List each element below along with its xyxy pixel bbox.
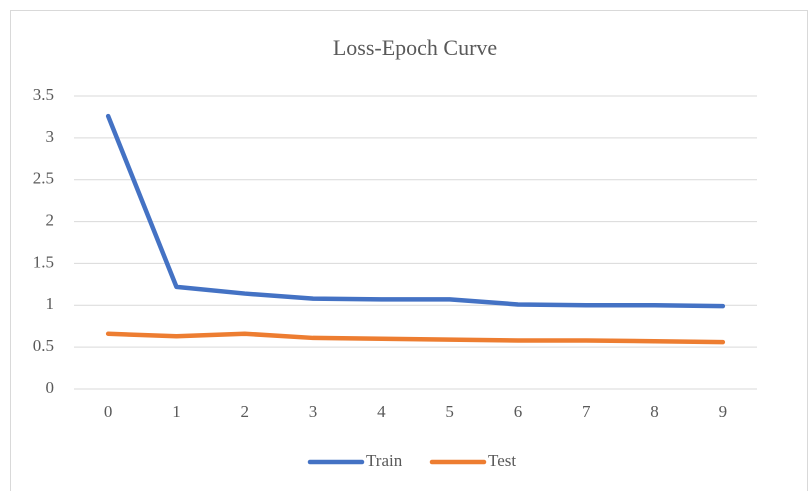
y-tick-label: 3.5 — [33, 85, 54, 104]
y-tick-label: 3 — [46, 127, 55, 146]
y-tick-label: 1.5 — [33, 252, 54, 271]
legend-label: Train — [366, 451, 403, 470]
chart-title: Loss-Epoch Curve — [333, 35, 497, 60]
x-tick-label: 9 — [719, 402, 728, 421]
x-tick-label: 1 — [172, 402, 181, 421]
chart-frame — [10, 10, 808, 491]
y-tick-label: 0.5 — [33, 336, 54, 355]
x-tick-label: 6 — [514, 402, 523, 421]
x-tick-label: 7 — [582, 402, 591, 421]
legend-label: Test — [488, 451, 516, 470]
x-tick-label: 2 — [241, 402, 250, 421]
x-tick-label: 8 — [650, 402, 659, 421]
x-tick-label: 0 — [104, 402, 113, 421]
y-tick-label: 1 — [46, 294, 55, 313]
x-tick-label: 5 — [445, 402, 454, 421]
series-line — [105, 331, 726, 345]
x-tick-label: 4 — [377, 402, 386, 421]
y-tick-label: 2 — [46, 210, 55, 229]
series-line — [105, 113, 726, 309]
x-tick-label: 3 — [309, 402, 318, 421]
y-tick-label: 2.5 — [33, 169, 54, 188]
y-tick-label: 0 — [46, 378, 55, 397]
